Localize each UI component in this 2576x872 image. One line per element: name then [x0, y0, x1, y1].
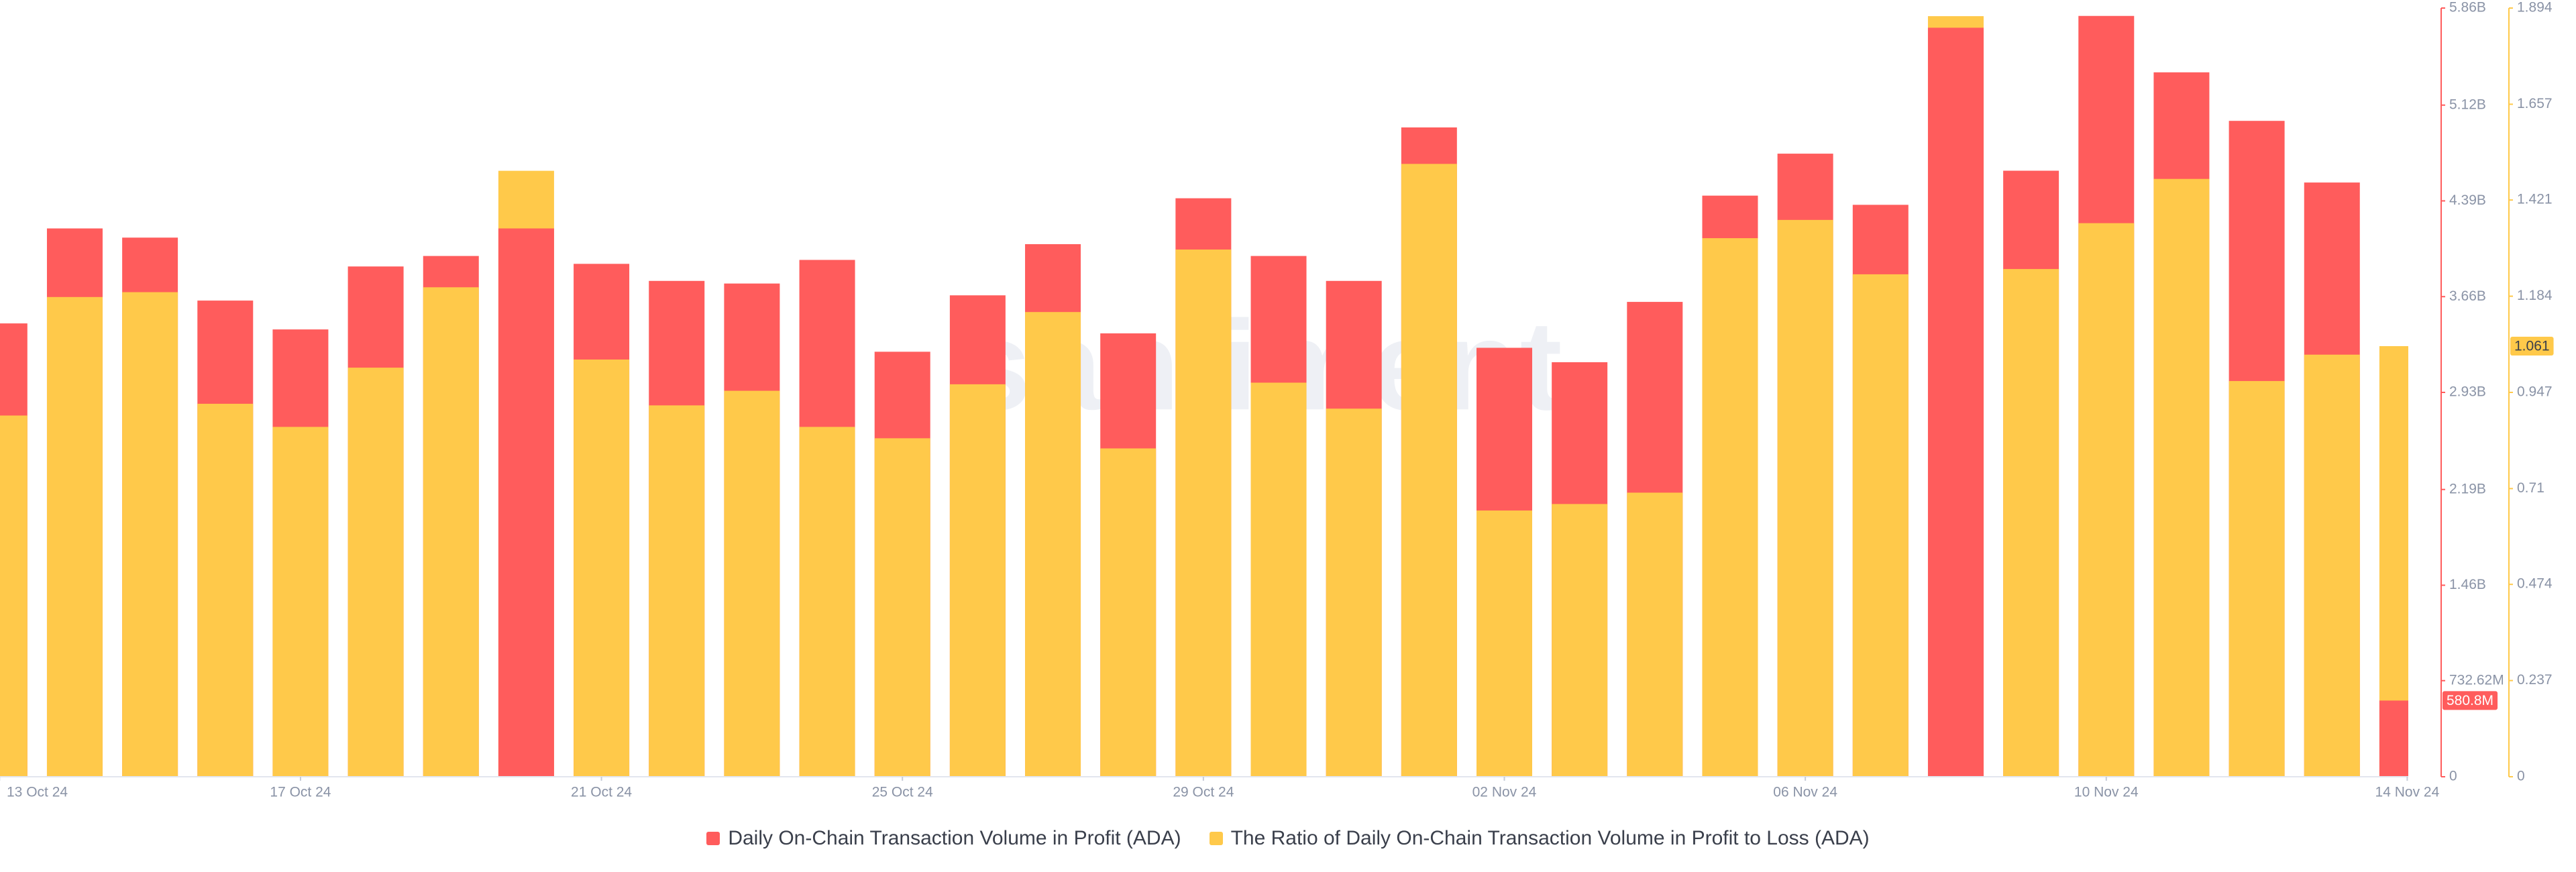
legend-label: The Ratio of Daily On-Chain Transaction … [1230, 827, 1870, 849]
plot-area [0, 15, 2408, 777]
bar [1250, 382, 1307, 777]
x-tick-label: 02 Nov 24 [1472, 785, 1537, 800]
legend-label: Daily On-Chain Transaction Volume in Pro… [728, 827, 1181, 849]
bar [1477, 510, 1532, 777]
y2-tick-label: 0 [2517, 769, 2525, 784]
y-tick-label: 2.93B [2449, 384, 2486, 400]
y-tick-label: 1.46B [2449, 577, 2486, 592]
y-tick-label: 4.39B [2449, 193, 2486, 208]
bar [1552, 504, 1608, 777]
x-tick-label: 06 Nov 24 [1773, 785, 1837, 800]
bar [2379, 700, 2408, 777]
legend-entry[interactable]: Daily On-Chain Transaction Volume in Pro… [706, 827, 1181, 850]
y-tick-label: 732.62M [2449, 672, 2504, 688]
bar [2003, 269, 2059, 777]
bar [498, 228, 554, 777]
y-tick-label: 5.86B [2449, 0, 2486, 15]
y2-tick-label: 1.894 [2517, 0, 2553, 15]
bar [272, 427, 329, 777]
y2-tick-label: 0.237 [2517, 672, 2553, 688]
bar [874, 438, 930, 777]
x-tick-label: 13 Oct 24 [7, 785, 68, 800]
y-tick-label: 2.19B [2449, 481, 2486, 496]
last-value-badge [2510, 337, 2554, 356]
y2-tick-label: 1.184 [2517, 288, 2553, 303]
bar [649, 405, 705, 777]
last-value-badge [2443, 691, 2498, 710]
bar [197, 403, 254, 777]
legend-entry[interactable]: The Ratio of Daily On-Chain Transaction … [1209, 827, 1870, 850]
bar [574, 359, 630, 777]
bar [2229, 381, 2285, 777]
chart: santiment 0732.62M1.46B2.19B2.93B3.66B4.… [0, 0, 2554, 800]
x-tick-label: 17 Oct 24 [270, 785, 331, 800]
bar [1100, 448, 1157, 777]
bar [1326, 408, 1382, 777]
x-tick-label: 14 Nov 24 [2375, 785, 2440, 800]
bar [2153, 178, 2210, 777]
bar [1852, 274, 1909, 777]
bar [724, 390, 780, 777]
x-tick-label: 21 Oct 24 [571, 785, 632, 800]
bar [347, 368, 404, 777]
bar [799, 427, 855, 777]
y2-tick-label: 0.474 [2517, 576, 2553, 592]
y-tick-label: 3.66B [2449, 288, 2486, 304]
legend: Daily On-Chain Transaction Volume in Pro… [0, 820, 2576, 857]
last-value-label: 1.061 [2514, 339, 2550, 354]
x-tick-label: 25 Oct 24 [872, 785, 933, 800]
bar [1927, 28, 1984, 777]
y-tick-label: 0 [2449, 769, 2457, 784]
legend-swatch [706, 832, 720, 845]
last-value-label: 580.8M [2447, 693, 2493, 708]
y2-tick-label: 0.71 [2517, 480, 2544, 496]
bar [2078, 223, 2135, 777]
bar [1702, 238, 1758, 777]
y2-tick-label: 1.657 [2517, 96, 2553, 111]
bar [46, 296, 103, 777]
y2-tick-label: 0.947 [2517, 384, 2553, 400]
bar [1777, 219, 1833, 777]
bar [122, 292, 178, 777]
bar [1401, 164, 1457, 777]
bar [1175, 250, 1232, 777]
bar [0, 415, 28, 777]
x-tick-label: 10 Nov 24 [2074, 785, 2139, 800]
y-tick-label: 5.12B [2449, 97, 2486, 112]
bar [1025, 312, 1081, 777]
bar [423, 287, 479, 777]
bar [2304, 354, 2360, 777]
bar [1627, 492, 1683, 777]
x-tick-label: 29 Oct 24 [1173, 785, 1234, 800]
y2-tick-label: 1.421 [2517, 192, 2553, 207]
bar [949, 384, 1006, 777]
legend-swatch [1209, 832, 1223, 845]
